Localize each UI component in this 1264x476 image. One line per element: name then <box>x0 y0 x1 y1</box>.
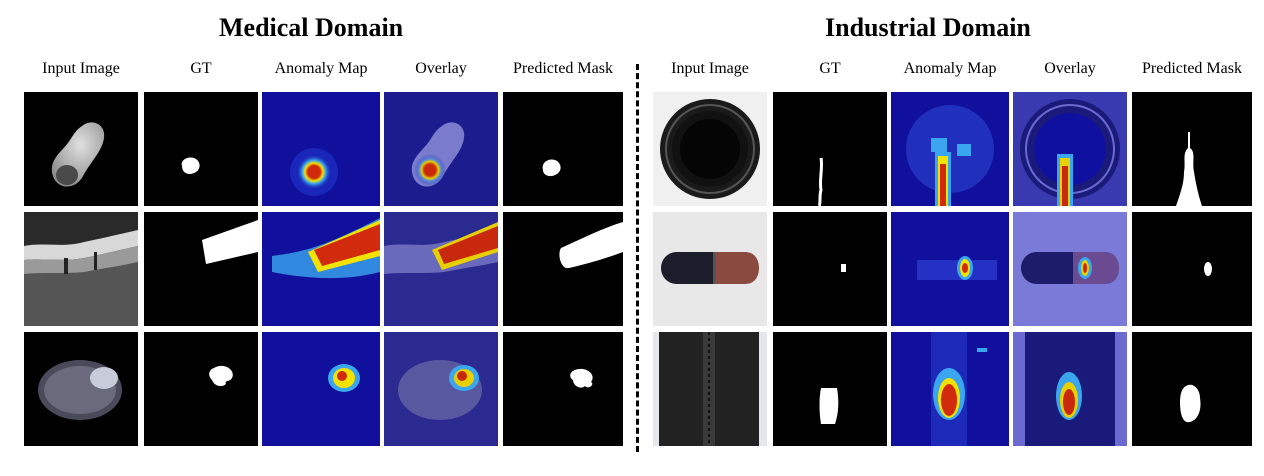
medical-row1-predicted-mask <box>503 92 623 206</box>
industrial-row1-anomaly-map <box>891 92 1009 206</box>
medical-row1-gt <box>144 92 258 206</box>
medical-col-input-image: Input Image <box>42 60 120 77</box>
industrial-row1-gt <box>773 92 887 206</box>
medical-row2-anomaly-map <box>262 212 380 326</box>
industrial-row1-predicted-mask <box>1132 92 1252 206</box>
medical-col-predicted-mask: Predicted Mask <box>513 60 613 77</box>
medical-row3-overlay <box>384 332 498 446</box>
medical-row2-overlay <box>384 212 498 326</box>
medical-row2-input-image <box>24 212 138 326</box>
industrial-col-predicted-mask: Predicted Mask <box>1142 60 1242 77</box>
industrial-row3-anomaly-map <box>891 332 1009 446</box>
industrial-row2-input-image <box>653 212 767 326</box>
medical-row3-predicted-mask <box>503 332 623 446</box>
industrial-col-anomaly-map: Anomaly Map <box>903 60 997 77</box>
industrial-row2-anomaly-map <box>891 212 1009 326</box>
industrial-row3-input-image <box>653 332 767 446</box>
domain-divider <box>636 64 639 452</box>
industrial-row3-gt <box>773 332 887 446</box>
industrial-row3-predicted-mask <box>1132 332 1252 446</box>
medical-row3-gt <box>144 332 258 446</box>
industrial-col-gt: GT <box>819 60 841 77</box>
medical-row1-overlay <box>384 92 498 206</box>
industrial-row2-gt <box>773 212 887 326</box>
industrial-row3-overlay <box>1013 332 1127 446</box>
industrial-domain-title: Industrial Domain <box>825 13 1031 42</box>
industrial-row1-overlay <box>1013 92 1127 206</box>
medical-domain-title: Medical Domain <box>219 13 404 42</box>
medical-row1-anomaly-map <box>262 92 380 206</box>
medical-col-anomaly-map: Anomaly Map <box>274 60 368 77</box>
industrial-col-overlay: Overlay <box>1044 60 1096 77</box>
medical-row2-predicted-mask <box>503 212 623 326</box>
industrial-col-input-image: Input Image <box>671 60 749 77</box>
industrial-row2-overlay <box>1013 212 1127 326</box>
medical-row2-gt <box>144 212 258 326</box>
industrial-row2-predicted-mask <box>1132 212 1252 326</box>
medical-col-overlay: Overlay <box>415 60 467 77</box>
medical-row3-anomaly-map <box>262 332 380 446</box>
industrial-row1-input-image <box>653 92 767 206</box>
medical-row3-input-image <box>24 332 138 446</box>
medical-col-gt: GT <box>190 60 212 77</box>
medical-row1-input-image <box>24 92 138 206</box>
